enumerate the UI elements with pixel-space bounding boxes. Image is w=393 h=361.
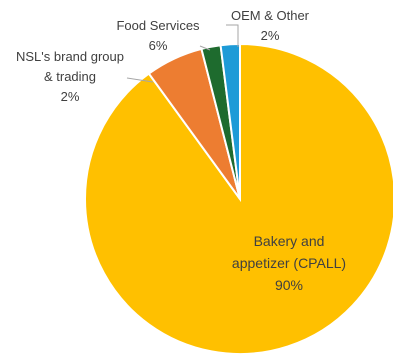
pie-slices [84,42,393,355]
slice-label-line: Food Services [116,18,200,33]
slice-label-line: 2% [261,28,280,43]
slice-label-3: OEM & Other 2% [231,8,310,43]
slice-label-line: OEM & Other [231,8,310,23]
slice-labels: Bakery and appetizer (CPALL) 90% NSL's bran… [16,8,346,293]
slice-label-line: & trading [44,69,96,84]
leader-lines [126,24,239,83]
pie-slice-3 [219,42,241,200]
slice-label-line: 6% [149,38,168,53]
leader-line-2 [199,45,211,51]
slice-label-line: Bakery and [254,233,325,249]
slice-label-line: NSL's brand group [16,49,124,64]
leader-line-3 [226,24,239,47]
leader-line-1 [126,77,154,83]
slice-label-line: 2% [61,89,80,104]
slice-label-1: NSL's brand group & trading 2% [16,49,124,104]
slice-label-2: Food Services 6% [116,18,200,53]
slice-label-line: appetizer (CPALL) [232,255,346,271]
slice-label-line: 90% [275,277,303,293]
slice-label-0: Bakery and appetizer (CPALL) 90% [232,233,346,293]
